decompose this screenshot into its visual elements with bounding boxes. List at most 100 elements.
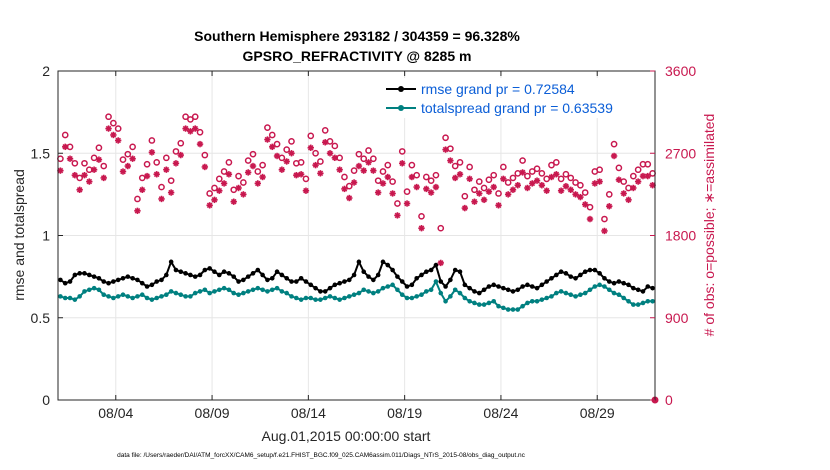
rmse-point [361, 269, 367, 274]
obs-possible-marker [605, 191, 613, 198]
y-tick-label-right: 2700 [665, 145, 696, 161]
obs-assimilated-marker [177, 151, 184, 159]
obs-possible-marker [471, 186, 478, 194]
totalspread-point [289, 294, 294, 299]
obs-assimilated-marker [297, 171, 305, 178]
obs-possible-marker [312, 149, 319, 157]
x-tick-label: 08/19 [387, 405, 422, 421]
obs-possible-marker [321, 127, 329, 134]
rmse-point [231, 274, 237, 279]
obs-assimilated-marker [634, 178, 642, 185]
rmse-point [419, 272, 424, 278]
totalspread-point [327, 294, 333, 299]
totalspread-point [255, 285, 261, 291]
totalspread-point [250, 287, 256, 293]
obs-possible-marker [538, 170, 546, 177]
totalspread-point [525, 300, 530, 306]
rmse-point [404, 284, 410, 289]
x-tick-label: 08/29 [580, 405, 615, 421]
y-tick-label-right: 3600 [665, 63, 696, 79]
rmse-point [515, 287, 521, 293]
obs-possible-marker [370, 155, 377, 163]
obs-possible-marker [273, 140, 281, 148]
obs-assimilated-marker [399, 160, 406, 167]
rmse-point [245, 274, 251, 279]
totalspread-point [86, 287, 92, 293]
obs-possible-marker [514, 170, 522, 177]
totalspread-point [650, 299, 655, 304]
obs-assimilated-marker [62, 143, 69, 151]
obs-assimilated-marker [519, 169, 526, 176]
obs-assimilated-marker [514, 182, 521, 189]
totalspread-point [82, 289, 87, 294]
obs-possible-marker [124, 150, 132, 158]
totalspread-point [308, 295, 314, 301]
totalspread-point [486, 300, 492, 306]
rmse-point [640, 289, 646, 294]
obs-possible-marker [129, 143, 136, 151]
y-tick-label-right: 0 [665, 392, 673, 408]
y-tick-label-left: 1.5 [31, 145, 51, 161]
totalspread-point [390, 282, 395, 288]
obs-possible-marker [331, 142, 339, 150]
totalspread-point [67, 295, 73, 301]
totalspread-point [631, 302, 636, 307]
totalspread-point [510, 307, 516, 312]
legend-rmse-marker [398, 86, 404, 92]
obs-assimilated-marker [355, 162, 363, 170]
obs-assimilated-marker [148, 149, 156, 156]
rmse-point [183, 271, 188, 276]
obs-possible-marker [196, 128, 204, 136]
rmse-point [265, 277, 270, 283]
totalspread-point [371, 290, 376, 296]
obs-assimilated-marker [114, 137, 122, 144]
obs-possible-marker [480, 184, 488, 192]
rmse-point [366, 274, 371, 279]
obs-assimilated-marker [153, 171, 160, 178]
obs-possible-marker [451, 162, 459, 170]
obs-assimilated-marker [139, 186, 146, 194]
rmse-point [539, 282, 545, 288]
totalspread-point [573, 294, 578, 299]
obs-possible-marker [485, 176, 493, 184]
obs-assimilated-marker [533, 177, 541, 184]
obs-assimilated-marker [370, 167, 377, 174]
obs-possible-marker [215, 175, 223, 183]
totalspread-point [226, 287, 232, 293]
totalspread-point [173, 290, 179, 296]
rmse-point [606, 279, 612, 284]
obs-assimilated-marker [432, 183, 440, 191]
rmse-point [645, 284, 651, 289]
totalspread-point [318, 297, 323, 302]
obs-possible-marker [345, 182, 353, 190]
obs-possible-marker [249, 150, 257, 158]
obs-assimilated-marker [529, 180, 536, 187]
obs-assimilated-marker [264, 136, 271, 143]
obs-assimilated-marker [225, 171, 233, 178]
totalspread-point [183, 294, 188, 299]
rmse-point [544, 279, 549, 284]
rmse-point [448, 277, 453, 283]
obs-possible-marker [264, 124, 271, 132]
obs-possible-marker [504, 179, 512, 186]
obs-assimilated-marker [423, 185, 430, 193]
rmse-point [496, 284, 501, 289]
totalspread-point [640, 300, 646, 306]
obs-assimilated-marker [206, 202, 213, 209]
totalspread-point [563, 290, 569, 296]
totalspread-point [438, 290, 444, 296]
rmse-point [125, 274, 131, 279]
obs-assimilated-marker [480, 196, 488, 204]
obs-assimilated-marker [288, 150, 295, 157]
obs-possible-marker [408, 161, 416, 169]
rmse-point [578, 272, 583, 278]
obs-assimilated-marker [163, 166, 170, 173]
totalspread-point [558, 289, 564, 294]
rmse-point [144, 284, 150, 289]
obs-possible-marker [442, 134, 449, 142]
x-tick-label: 08/24 [483, 405, 518, 421]
obs-assimilated-marker [442, 146, 449, 153]
totalspread-point [332, 295, 338, 301]
totalspread-point [279, 289, 285, 294]
obs-assimilated-marker [461, 204, 469, 212]
